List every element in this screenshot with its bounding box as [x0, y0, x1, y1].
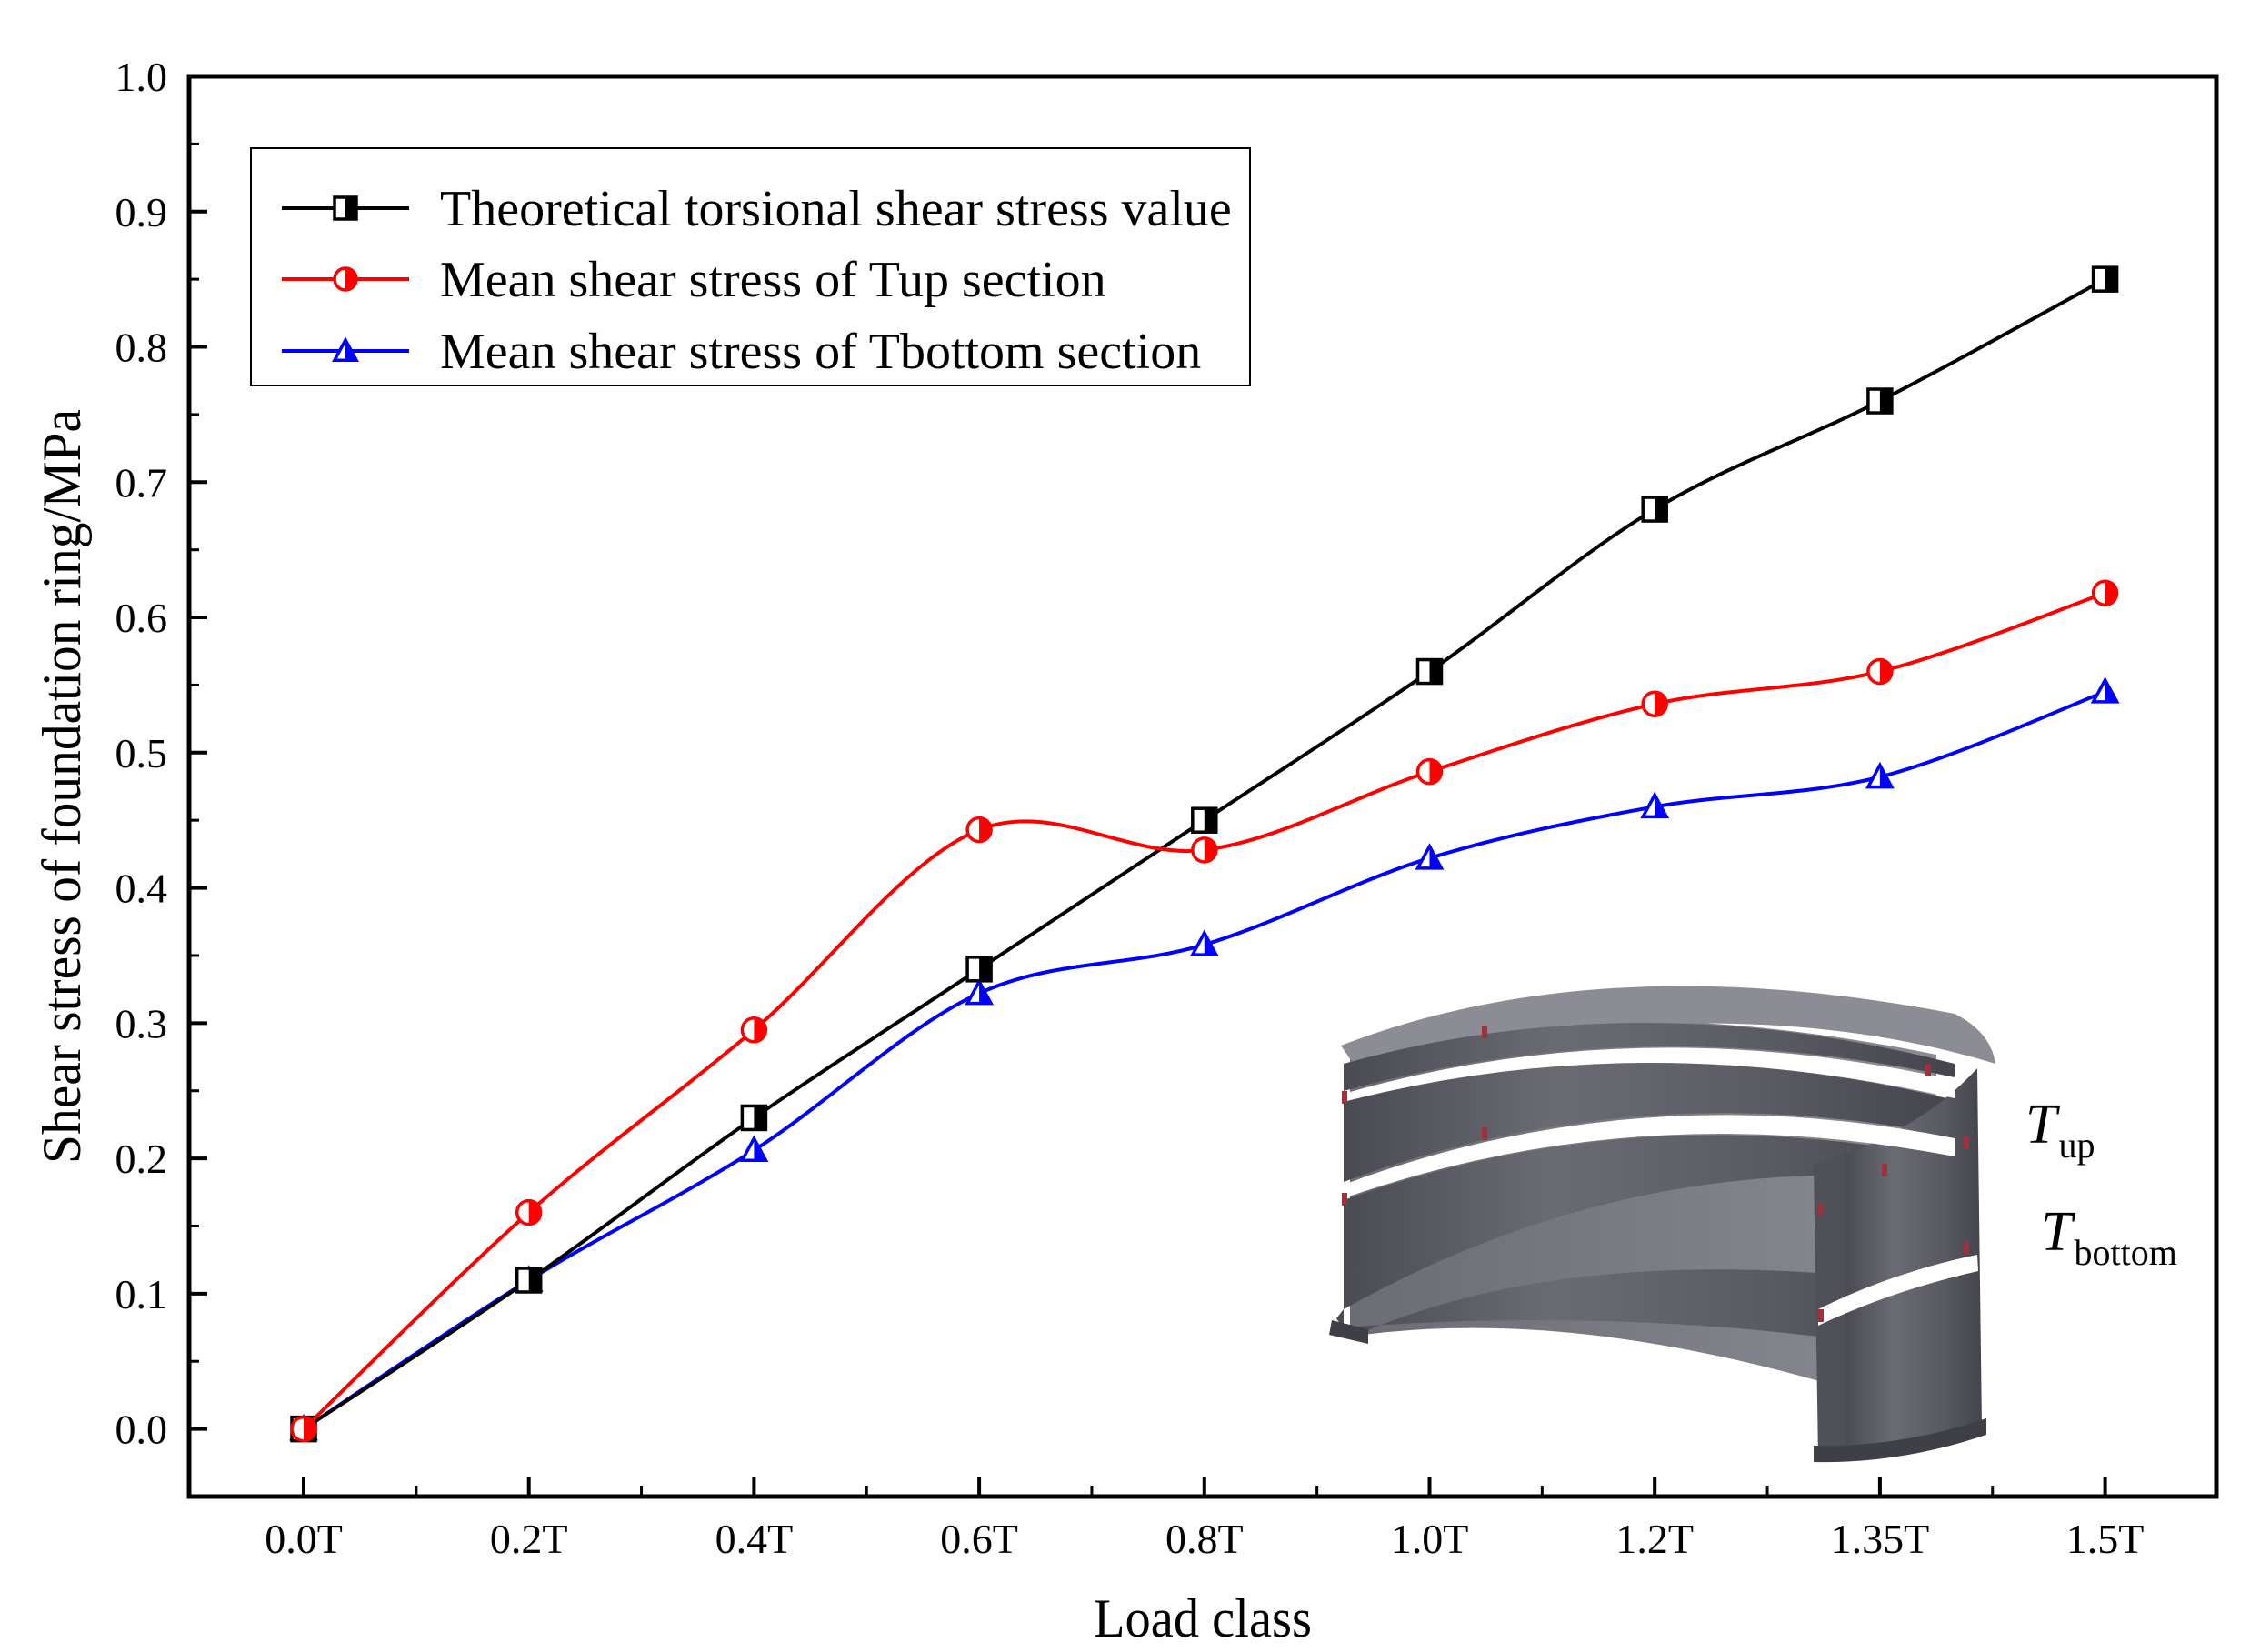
data-point-half-filled-square	[2091, 265, 2119, 293]
ring-gap-3	[1818, 1255, 1978, 1326]
x-tick-label: 0.8T	[1165, 1516, 1244, 1562]
y-tick-label: 0.0	[115, 1407, 168, 1453]
legend: Theoretical torsional shear stress value…	[250, 147, 1251, 386]
x-tick-label: 1.0T	[1391, 1516, 1469, 1562]
data-point-half-filled-square	[1191, 806, 1218, 834]
ring-top-rim	[1341, 986, 1995, 1066]
data-point-half-filled-triangle	[1640, 791, 1670, 819]
data-point-half-filled-circle	[740, 1016, 768, 1044]
x-tick-label: 1.5T	[2066, 1516, 2145, 1562]
x-tick-label: 0.2T	[490, 1516, 568, 1562]
y-tick-label: 0.4	[115, 866, 168, 912]
y-tick-label: 0.8	[115, 325, 168, 371]
y-axis-title: Shear stress of foundation ring/MPa	[32, 409, 92, 1164]
data-point-half-filled-triangle	[1189, 929, 1219, 956]
data-point-half-filled-square	[1641, 496, 1668, 523]
legend-box	[250, 147, 1251, 386]
data-point-half-filled-triangle	[2090, 676, 2120, 704]
x-tick-label: 1.35T	[1831, 1516, 1930, 1562]
y-tick-label: 0.3	[115, 1000, 168, 1046]
x-tick-label: 0.4T	[715, 1516, 794, 1562]
data-point-half-filled-circle	[965, 816, 993, 844]
y-tick-label: 0.2	[115, 1136, 168, 1182]
data-point-half-filled-circle	[1866, 657, 1894, 686]
label-tup: Tup	[2025, 1094, 2095, 1166]
data-point-half-filled-triangle	[1415, 843, 1445, 870]
ring-base-right	[1814, 1418, 1986, 1463]
data-point-half-filled-square	[1415, 657, 1444, 686]
ring-gap-2	[1344, 1115, 1955, 1198]
y-tick-label: 0.6	[115, 595, 168, 641]
x-axis-ticks: 0.0T 0.2T 0.4T 0.6T 0.8T 1.0T 1.2T 1.35T 1.5T	[265, 1477, 2144, 1562]
ring-gap-1	[1344, 1047, 1955, 1102]
series-line	[302, 689, 2106, 1431]
y-tick-label: 0.1	[115, 1271, 168, 1317]
y-axis-ticks: 0.0 0.1 0.2 0.3 0.4 0.5 0.6 0.7 0.8 0.9 1.0	[115, 54, 207, 1453]
series-line	[302, 591, 2106, 1431]
label-tbottom: Tbottom	[2041, 1201, 2177, 1273]
legend-label: Theoretical torsional shear stress value	[440, 181, 1232, 237]
legend-item: Mean shear stress of Tbottom section	[282, 324, 1201, 380]
foundation-ring-illustration: Tup Tbottom	[1329, 986, 2177, 1463]
ring-front-face	[1845, 1068, 1982, 1455]
data-point-half-filled-circle	[2091, 579, 2119, 607]
data-point-half-filled-square	[333, 195, 358, 221]
data-point-half-filled-circle	[290, 1415, 317, 1443]
data-point-half-filled-square	[1866, 387, 1894, 415]
data-point-half-filled-triangle	[965, 977, 995, 1006]
legend-item: Mean shear stress of Tup section	[282, 252, 1106, 308]
y-tick-label: 0.9	[115, 189, 168, 235]
y-tick-label: 1.0	[115, 54, 168, 100]
x-tick-label: 1.2T	[1615, 1516, 1694, 1562]
series-layer	[289, 265, 2120, 1443]
ring-base-lip	[1329, 1320, 1368, 1344]
data-point-half-filled-square	[965, 956, 993, 983]
data-point-half-filled-circle	[1191, 836, 1218, 864]
ring-band-3	[1336, 1135, 1955, 1337]
strain-gauge-markers	[1342, 1026, 1969, 1322]
y-tick-label: 0.5	[115, 730, 168, 776]
x-tick-label: 0.6T	[940, 1516, 1018, 1562]
ring-band-1	[1344, 1023, 1955, 1091]
series-1	[290, 579, 2119, 1443]
x-axis-title: Load class	[1094, 1588, 1312, 1648]
ring-band-2	[1344, 1061, 1955, 1182]
data-point-half-filled-circle	[1641, 690, 1668, 718]
data-point-half-filled-circle	[515, 1198, 543, 1226]
legend-item: Theoretical torsional shear stress value	[282, 181, 1232, 237]
legend-label: Mean shear stress of Tup section	[440, 252, 1106, 308]
x-tick-label: 0.0T	[265, 1516, 343, 1562]
data-point-half-filled-square	[740, 1104, 768, 1132]
data-point-half-filled-circle	[333, 266, 358, 292]
data-point-half-filled-circle	[1415, 757, 1444, 786]
data-point-half-filled-triangle	[332, 336, 359, 362]
data-point-half-filled-triangle	[1865, 761, 1895, 789]
y-tick-label: 0.7	[115, 459, 168, 506]
data-point-half-filled-square	[515, 1267, 543, 1294]
data-point-half-filled-triangle	[739, 1135, 769, 1162]
legend-label: Mean shear stress of Tbottom section	[440, 324, 1201, 380]
